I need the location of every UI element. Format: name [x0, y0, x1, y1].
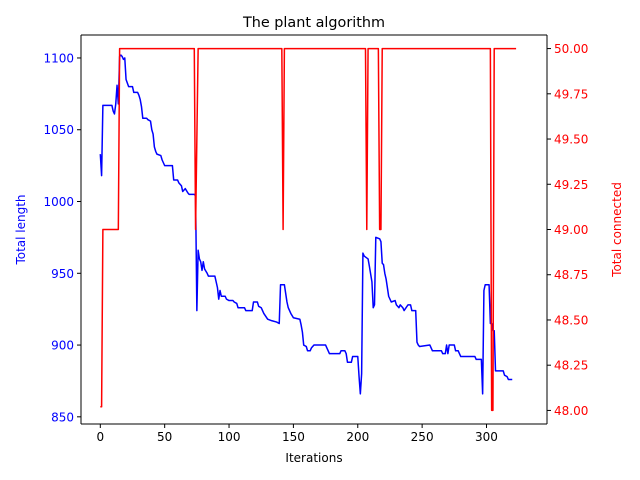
y-tick-label-right: 48.75: [554, 268, 588, 282]
series-layer: [99, 47, 517, 412]
y-axis-label-right: Total connected: [610, 182, 624, 278]
y-tick-label-right: 49.50: [554, 133, 588, 147]
y-tick-label-right: 49.75: [554, 87, 588, 101]
y-tick-label-left: 1100: [43, 51, 74, 65]
x-tick-label: 250: [411, 430, 434, 444]
series-line-right: [100, 47, 517, 412]
ticks-layer: 0 50 100 150 200 250 300 850 900 950 1000 1050 1100 4…: [43, 42, 588, 444]
x-tick-label: 100: [218, 430, 241, 444]
x-tick-label: 0: [96, 430, 104, 444]
y-tick-label-right: 48.25: [554, 359, 588, 373]
y-tick-label-right: 49.00: [554, 223, 588, 237]
x-tick-label: 50: [157, 430, 172, 444]
x-tick-label: 300: [475, 430, 498, 444]
y-tick-label-right: 50.00: [554, 42, 588, 56]
axes-frame: [80, 34, 548, 425]
x-tick-label: 150: [282, 430, 305, 444]
x-axis-label: Iterations: [285, 451, 342, 465]
y-tick-label-right: 48.50: [554, 313, 588, 327]
y-tick-label-left: 1050: [43, 123, 74, 137]
y-tick-label-left: 950: [51, 267, 74, 281]
y-tick-label-left: 900: [51, 339, 74, 353]
series-line-left: [99, 54, 513, 395]
y-tick-label-left: 1000: [43, 195, 74, 209]
y-tick-label-right: 49.25: [554, 178, 588, 192]
x-tick-label: 200: [346, 430, 369, 444]
chart-title: The plant algorithm: [242, 15, 385, 31]
y-axis-label-left: Total length: [14, 194, 28, 265]
y-tick-label-right: 48.00: [554, 404, 588, 418]
y-tick-label-left: 850: [51, 410, 74, 424]
